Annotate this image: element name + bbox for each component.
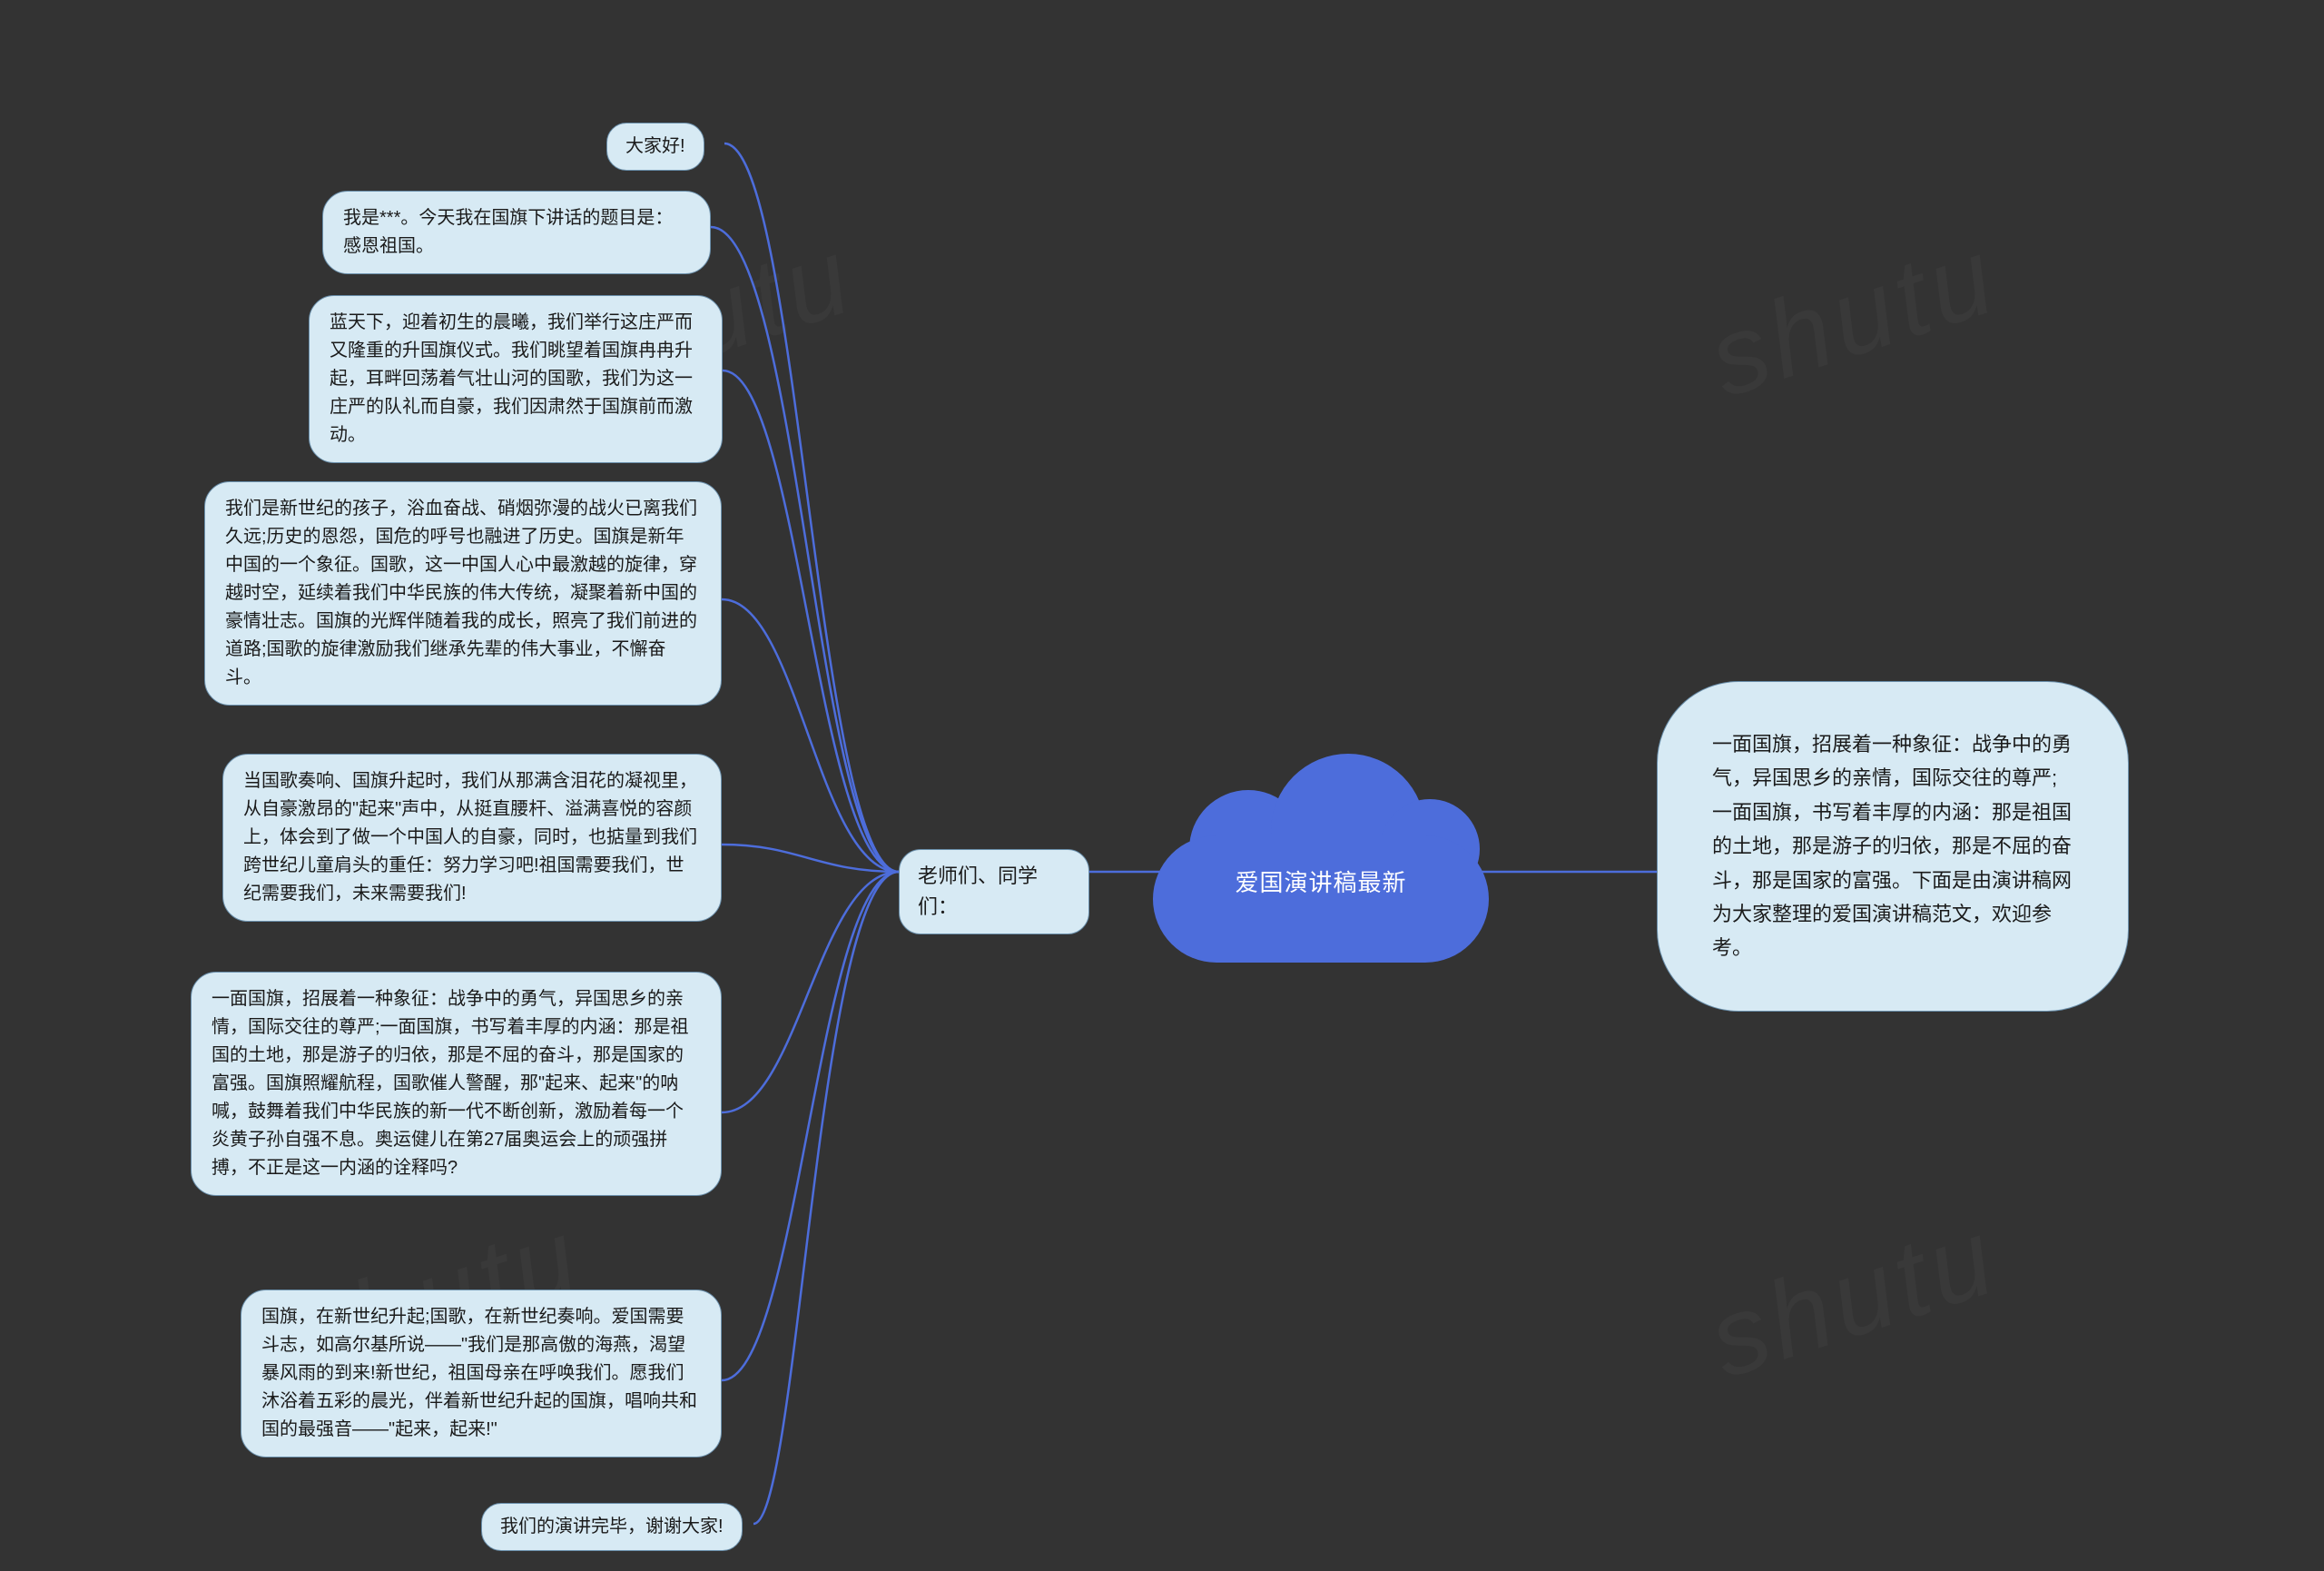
branch-left[interactable]: 老师们、同学们： [899,849,1089,934]
edge [724,143,899,872]
edge [711,227,899,872]
edge [722,872,899,1112]
watermark: shutu [1695,1192,2013,1402]
watermark: shutu [1695,212,2013,421]
edge [722,599,899,872]
root-label: 爱国演讲稿最新 [1153,754,1489,963]
branch-right[interactable]: 一面国旗，招展着一种象征：战争中的勇气，异国思乡的亲情，国际交往的尊严;一面国旗… [1657,681,2129,1012]
leaf-l3[interactable]: 蓝天下，迎着初生的晨曦，我们举行这庄严而又隆重的升国旗仪式。我们眺望着国旗冉冉升… [309,295,723,463]
leaf-l2[interactable]: 我是***。今天我在国旗下讲话的题目是：感恩祖国。 [322,191,711,274]
leaf-l1[interactable]: 大家好! [606,123,704,171]
edge [753,872,899,1524]
edge [723,371,899,872]
edge [722,872,899,1380]
root-node[interactable]: 爱国演讲稿最新 [1153,754,1489,963]
leaf-l6[interactable]: 一面国旗，招展着一种象征：战争中的勇气，异国思乡的亲情，国际交往的尊严;一面国旗… [191,972,722,1196]
cloud-shape: 爱国演讲稿最新 [1153,754,1489,963]
leaf-l8[interactable]: 我们的演讲完毕，谢谢大家! [481,1503,743,1551]
leaf-l4[interactable]: 我们是新世纪的孩子，浴血奋战、硝烟弥漫的战火已离我们久远;历史的恩怨，国危的呼号… [204,481,722,706]
edge [722,845,899,872]
leaf-l7[interactable]: 国旗，在新世纪升起;国歌，在新世纪奏响。爱国需要斗志，如高尔基所说——"我们是那… [241,1289,722,1457]
mindmap-canvas: shutu shutu shutu shutu [0,0,2324,1571]
leaf-l5[interactable]: 当国歌奏响、国旗升起时，我们从那满含泪花的凝视里，从自豪激昂的"起来"声中，从挺… [222,754,722,922]
